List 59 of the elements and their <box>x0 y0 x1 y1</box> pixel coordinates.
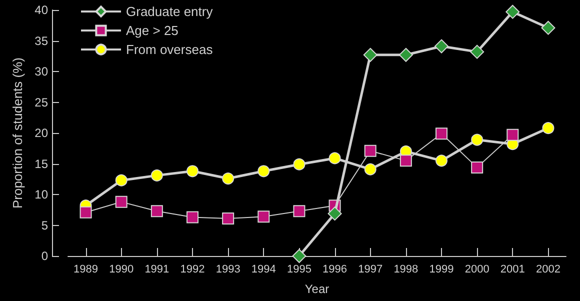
point <box>80 206 92 218</box>
point <box>398 48 413 62</box>
point <box>150 169 163 182</box>
point <box>471 134 484 146</box>
point <box>186 211 198 224</box>
x-tick-label: 1993 <box>216 264 240 276</box>
x-tick-label: 2001 <box>500 264 525 276</box>
x-tick-label: 1994 <box>251 264 276 276</box>
point <box>542 122 554 134</box>
x-tick-label: 2000 <box>464 264 490 276</box>
point <box>258 210 270 223</box>
legend-label: Age > 25 <box>126 23 178 38</box>
x-tick-label: 1995 <box>286 264 312 276</box>
y-tick-label: 20 <box>34 126 48 140</box>
y-tick-label: 10 <box>34 188 48 202</box>
point <box>364 163 376 176</box>
y-tick-label: 15 <box>34 156 48 171</box>
x-tick-label: 1990 <box>109 264 134 276</box>
x-tick-label: 2002 <box>536 264 560 276</box>
point <box>470 44 484 59</box>
y-tick-label: 5 <box>41 218 48 232</box>
point <box>471 161 484 174</box>
point <box>222 172 234 185</box>
point <box>115 196 128 208</box>
point <box>258 165 270 178</box>
x-tick-label: 1996 <box>322 264 348 276</box>
x-axis-title: Year <box>304 282 330 296</box>
point <box>328 152 341 164</box>
y-tick-label: 30 <box>34 64 48 78</box>
point <box>150 205 163 218</box>
y-tick-label: 40 <box>34 3 48 17</box>
point <box>328 206 342 221</box>
point <box>506 4 520 19</box>
x-tick-label: 1989 <box>74 264 98 276</box>
point <box>436 128 448 140</box>
legend-label: Graduate entry <box>126 4 214 19</box>
point <box>293 205 306 218</box>
point <box>115 174 128 186</box>
x-tick-label: 1999 <box>429 264 454 276</box>
point <box>292 249 306 263</box>
point <box>400 154 412 167</box>
point <box>186 165 198 178</box>
point <box>436 154 448 167</box>
point <box>434 39 448 54</box>
y-tick-label: 35 <box>34 34 48 48</box>
point <box>222 212 234 224</box>
point <box>364 144 376 157</box>
x-tick-label: 1998 <box>394 264 418 276</box>
x-tick-label: 1991 <box>144 264 170 276</box>
y-tick-label: 0 <box>41 249 48 263</box>
point <box>506 128 519 141</box>
x-tick-label: 1997 <box>358 264 383 276</box>
x-tick-label: 1992 <box>180 264 205 276</box>
legend-label: From overseas <box>126 42 214 57</box>
y-tick-label: 25 <box>34 95 48 110</box>
y-axis-title: Proportion of students (%) <box>10 57 25 209</box>
point <box>293 158 306 170</box>
point <box>541 20 556 35</box>
point <box>363 48 378 62</box>
